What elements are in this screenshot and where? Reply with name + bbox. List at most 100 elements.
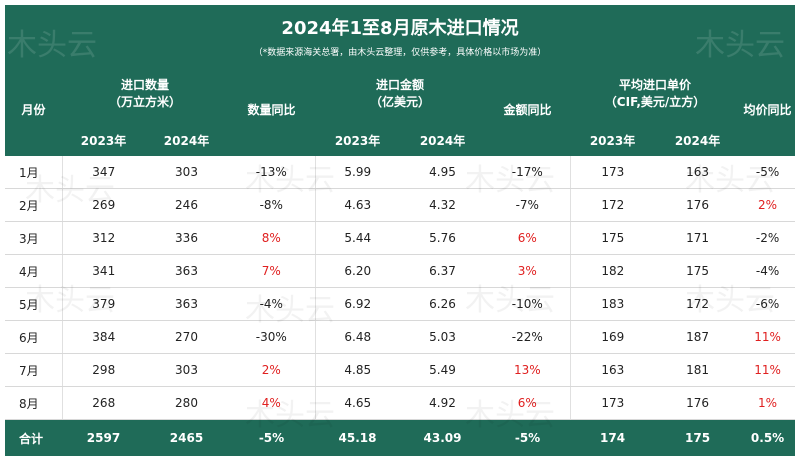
month-cell: 2月 bbox=[5, 189, 62, 222]
value-cell: 171 bbox=[655, 222, 740, 255]
value-cell: 3% bbox=[485, 255, 570, 288]
value-cell: -4% bbox=[228, 288, 315, 321]
value-cell: 2% bbox=[740, 189, 795, 222]
year-cell: 2023年 bbox=[570, 124, 655, 156]
month-cell: 3月 bbox=[5, 222, 62, 255]
value-cell: 6.48 bbox=[315, 321, 400, 354]
total-cell: 2597 bbox=[62, 420, 145, 456]
value-cell: 182 bbox=[570, 255, 655, 288]
value-cell: 175 bbox=[655, 255, 740, 288]
subtitle: （*数据来源海关总署，由木头云整理，仅供参考，具体价格以市场为准） bbox=[5, 45, 795, 58]
header-cell: 平均进口单价（CIF,美元/立方） bbox=[570, 62, 740, 124]
value-cell: 280 bbox=[145, 387, 228, 420]
value-cell: 2% bbox=[228, 354, 315, 387]
value-cell: 363 bbox=[145, 288, 228, 321]
value-cell: -2% bbox=[740, 222, 795, 255]
value-cell: 5.76 bbox=[400, 222, 485, 255]
total-cell: 合计 bbox=[5, 420, 62, 456]
value-cell: 8% bbox=[228, 222, 315, 255]
header-line: 进口金额 bbox=[316, 76, 484, 93]
value-cell: 246 bbox=[145, 189, 228, 222]
value-cell: 341 bbox=[62, 255, 145, 288]
month-cell: 1月 bbox=[5, 156, 62, 189]
header-line: （亿美元） bbox=[316, 93, 484, 110]
title: 2024年1至8月原木进口情况 bbox=[5, 5, 795, 40]
value-cell: 1% bbox=[740, 387, 795, 420]
total-cell: -5% bbox=[228, 420, 315, 456]
value-cell: 5.03 bbox=[400, 321, 485, 354]
value-cell: 169 bbox=[570, 321, 655, 354]
value-cell: 268 bbox=[62, 387, 145, 420]
value-cell: -5% bbox=[740, 156, 795, 189]
header-cell: 均价同比 bbox=[740, 62, 795, 156]
value-cell: 13% bbox=[485, 354, 570, 387]
value-cell: -8% bbox=[228, 189, 315, 222]
value-cell: 303 bbox=[145, 156, 228, 189]
value-cell: 5.44 bbox=[315, 222, 400, 255]
value-cell: 269 bbox=[62, 189, 145, 222]
value-cell: 172 bbox=[655, 288, 740, 321]
value-cell: -30% bbox=[228, 321, 315, 354]
header-line: 进口数量 bbox=[63, 76, 227, 93]
total-cell: 43.09 bbox=[400, 420, 485, 456]
value-cell: 6% bbox=[485, 222, 570, 255]
page: 2024年1至8月原木进口情况 （*数据来源海关总署，由木头云整理，仅供参考，具… bbox=[0, 0, 800, 440]
value-cell: 5.49 bbox=[400, 354, 485, 387]
value-cell: 270 bbox=[145, 321, 228, 354]
value-cell: 187 bbox=[655, 321, 740, 354]
value-cell: -10% bbox=[485, 288, 570, 321]
value-cell: 312 bbox=[62, 222, 145, 255]
value-cell: 6.26 bbox=[400, 288, 485, 321]
year-cell: 2024年 bbox=[145, 124, 228, 156]
total-cell: -5% bbox=[485, 420, 570, 456]
header-line: （万立方米） bbox=[63, 93, 227, 110]
year-cell: 2024年 bbox=[400, 124, 485, 156]
year-cell: 2023年 bbox=[62, 124, 145, 156]
value-cell: 5.99 bbox=[315, 156, 400, 189]
value-cell: 347 bbox=[62, 156, 145, 189]
month-cell: 8月 bbox=[5, 387, 62, 420]
value-cell: 172 bbox=[570, 189, 655, 222]
value-cell: 6.20 bbox=[315, 255, 400, 288]
value-cell: 176 bbox=[655, 189, 740, 222]
value-cell: 163 bbox=[655, 156, 740, 189]
value-cell: 303 bbox=[145, 354, 228, 387]
year-cell: 2024年 bbox=[655, 124, 740, 156]
value-cell: 298 bbox=[62, 354, 145, 387]
value-cell: -17% bbox=[485, 156, 570, 189]
value-cell: 175 bbox=[570, 222, 655, 255]
value-cell: -6% bbox=[740, 288, 795, 321]
header-cell: 月份 bbox=[5, 62, 62, 156]
table-card: 2024年1至8月原木进口情况 （*数据来源海关总署，由木头云整理，仅供参考，具… bbox=[5, 5, 795, 435]
value-cell: 173 bbox=[570, 387, 655, 420]
value-cell: 183 bbox=[570, 288, 655, 321]
value-cell: -4% bbox=[740, 255, 795, 288]
value-cell: 336 bbox=[145, 222, 228, 255]
value-cell: 176 bbox=[655, 387, 740, 420]
value-cell: 163 bbox=[570, 354, 655, 387]
total-cell: 174 bbox=[570, 420, 655, 456]
value-cell: 11% bbox=[740, 321, 795, 354]
year-cell: 2023年 bbox=[315, 124, 400, 156]
value-cell: 4% bbox=[228, 387, 315, 420]
header-cell: 进口数量（万立方米） bbox=[62, 62, 228, 124]
value-cell: 4.85 bbox=[315, 354, 400, 387]
value-cell: 181 bbox=[655, 354, 740, 387]
month-cell: 6月 bbox=[5, 321, 62, 354]
value-cell: -13% bbox=[228, 156, 315, 189]
value-cell: 363 bbox=[145, 255, 228, 288]
month-cell: 4月 bbox=[5, 255, 62, 288]
value-cell: 11% bbox=[740, 354, 795, 387]
value-cell: 6% bbox=[485, 387, 570, 420]
total-cell: 0.5% bbox=[740, 420, 795, 456]
header-cell: 金额同比 bbox=[485, 62, 570, 156]
value-cell: 6.92 bbox=[315, 288, 400, 321]
